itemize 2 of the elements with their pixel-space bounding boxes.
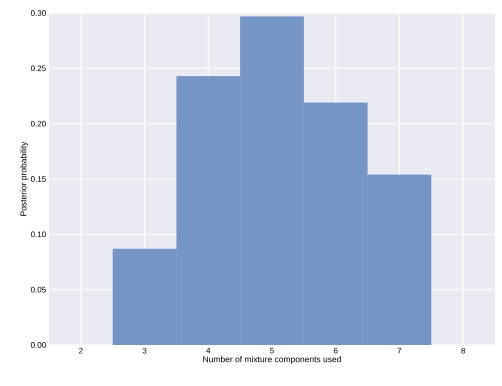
y-axis-title: Posterior probability <box>20 142 28 216</box>
x-axis-title: Number of mixture components used <box>203 356 341 364</box>
